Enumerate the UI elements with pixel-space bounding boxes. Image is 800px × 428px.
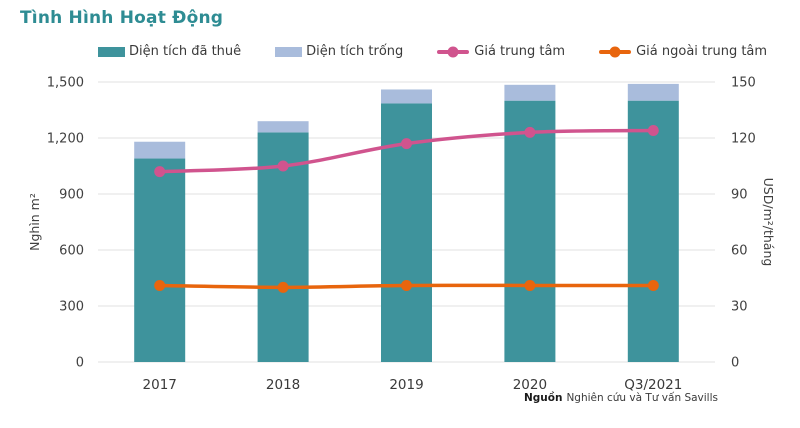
x-axis-label: 2019 xyxy=(389,377,423,393)
line-point-series1-2017[interactable] xyxy=(154,279,166,291)
line-point-series1-2019[interactable] xyxy=(401,279,412,291)
line-point-series0-Q3/2021[interactable] xyxy=(647,125,659,137)
source-prefix: Nguồn xyxy=(523,392,563,404)
y-axis-tick-label-left: 900 xyxy=(59,188,84,203)
cbd-price-line-icon xyxy=(437,46,470,57)
bar-2017-series1[interactable] xyxy=(134,141,186,159)
y-axis-tick-label-right: 0 xyxy=(731,356,739,371)
bar-2020-series1[interactable] xyxy=(504,84,556,101)
bar-Q3/2021-series0[interactable] xyxy=(627,100,679,362)
y-axis-tick-label-right: 120 xyxy=(731,132,756,147)
legend-item-cbd-price[interactable]: Giá trung tâm xyxy=(437,44,565,59)
y-axis-title-right: USD/m²/tháng xyxy=(761,178,776,267)
y-axis-tick-label-right: 90 xyxy=(731,188,748,203)
x-axis-label: 2018 xyxy=(266,377,300,393)
line-point-series1-2018[interactable] xyxy=(277,281,289,293)
legend-label: Giá trung tâm xyxy=(474,44,566,59)
bar-2018-series1[interactable] xyxy=(257,121,309,133)
bar-Q3/2021-series1[interactable] xyxy=(627,83,679,101)
line-point-series0-2020[interactable] xyxy=(524,126,536,138)
line-point-series1-2020[interactable] xyxy=(524,279,536,291)
y-axis-tick-label-left: 600 xyxy=(59,244,84,259)
source-text: Nghiên cứu và Tư vấn Savills xyxy=(566,392,718,404)
legend-label: Diện tích trống xyxy=(306,44,404,59)
chart-legend: Diện tích đã thuê Diện tích trống Giá tr… xyxy=(98,44,767,59)
line-point-series0-2018[interactable] xyxy=(277,160,289,172)
non-cbd-price-line-icon xyxy=(599,46,632,57)
line-point-series0-2017[interactable] xyxy=(154,166,166,178)
legend-label: Giá ngoài trung tâm xyxy=(636,44,768,59)
bar-2020-series0[interactable] xyxy=(504,100,556,362)
y-axis-tick-label-left: 1,500 xyxy=(47,76,84,91)
y-axis-tick-label-left: 300 xyxy=(59,300,84,315)
y-axis-title-left: Nghìn m² xyxy=(27,193,42,251)
legend-label: Diện tích đã thuê xyxy=(129,44,242,59)
legend-item-non-cbd-price[interactable]: Giá ngoài trung tâm xyxy=(599,44,767,59)
y-axis-tick-label-right: 30 xyxy=(731,300,748,315)
legend-item-vacant-area[interactable]: Diện tích trống xyxy=(275,44,403,59)
chart-title: Tình Hình Hoạt Động xyxy=(20,8,224,28)
leased-area-swatch-icon xyxy=(98,46,125,57)
x-axis-label: 2020 xyxy=(513,377,547,393)
combo-chart: 0 0 300 30 600 60 900 90 1,200 120 1,500 150 Nghìn m… xyxy=(27,76,776,394)
y-axis-tick-label-right: 60 xyxy=(731,244,748,259)
x-axis-label: Q3/2021 xyxy=(624,377,682,393)
y-axis-tick-label-right: 150 xyxy=(731,76,756,91)
bar-2019-series1[interactable] xyxy=(381,89,432,104)
legend-item-leased-area[interactable]: Diện tích đã thuê xyxy=(98,44,241,59)
bar-2017-series0[interactable] xyxy=(134,158,186,362)
line-point-series0-2019[interactable] xyxy=(401,138,412,150)
x-axis-label: 2017 xyxy=(143,377,177,393)
vacant-area-swatch-icon xyxy=(275,46,303,57)
y-axis-tick-label-left: 0 xyxy=(76,356,84,371)
y-axis-tick-label-left: 1,200 xyxy=(47,132,84,147)
line-point-series1-Q3/2021[interactable] xyxy=(647,279,659,291)
source-note: Nguồn Nghiên cứu và Tư vấn Savills xyxy=(524,392,718,404)
